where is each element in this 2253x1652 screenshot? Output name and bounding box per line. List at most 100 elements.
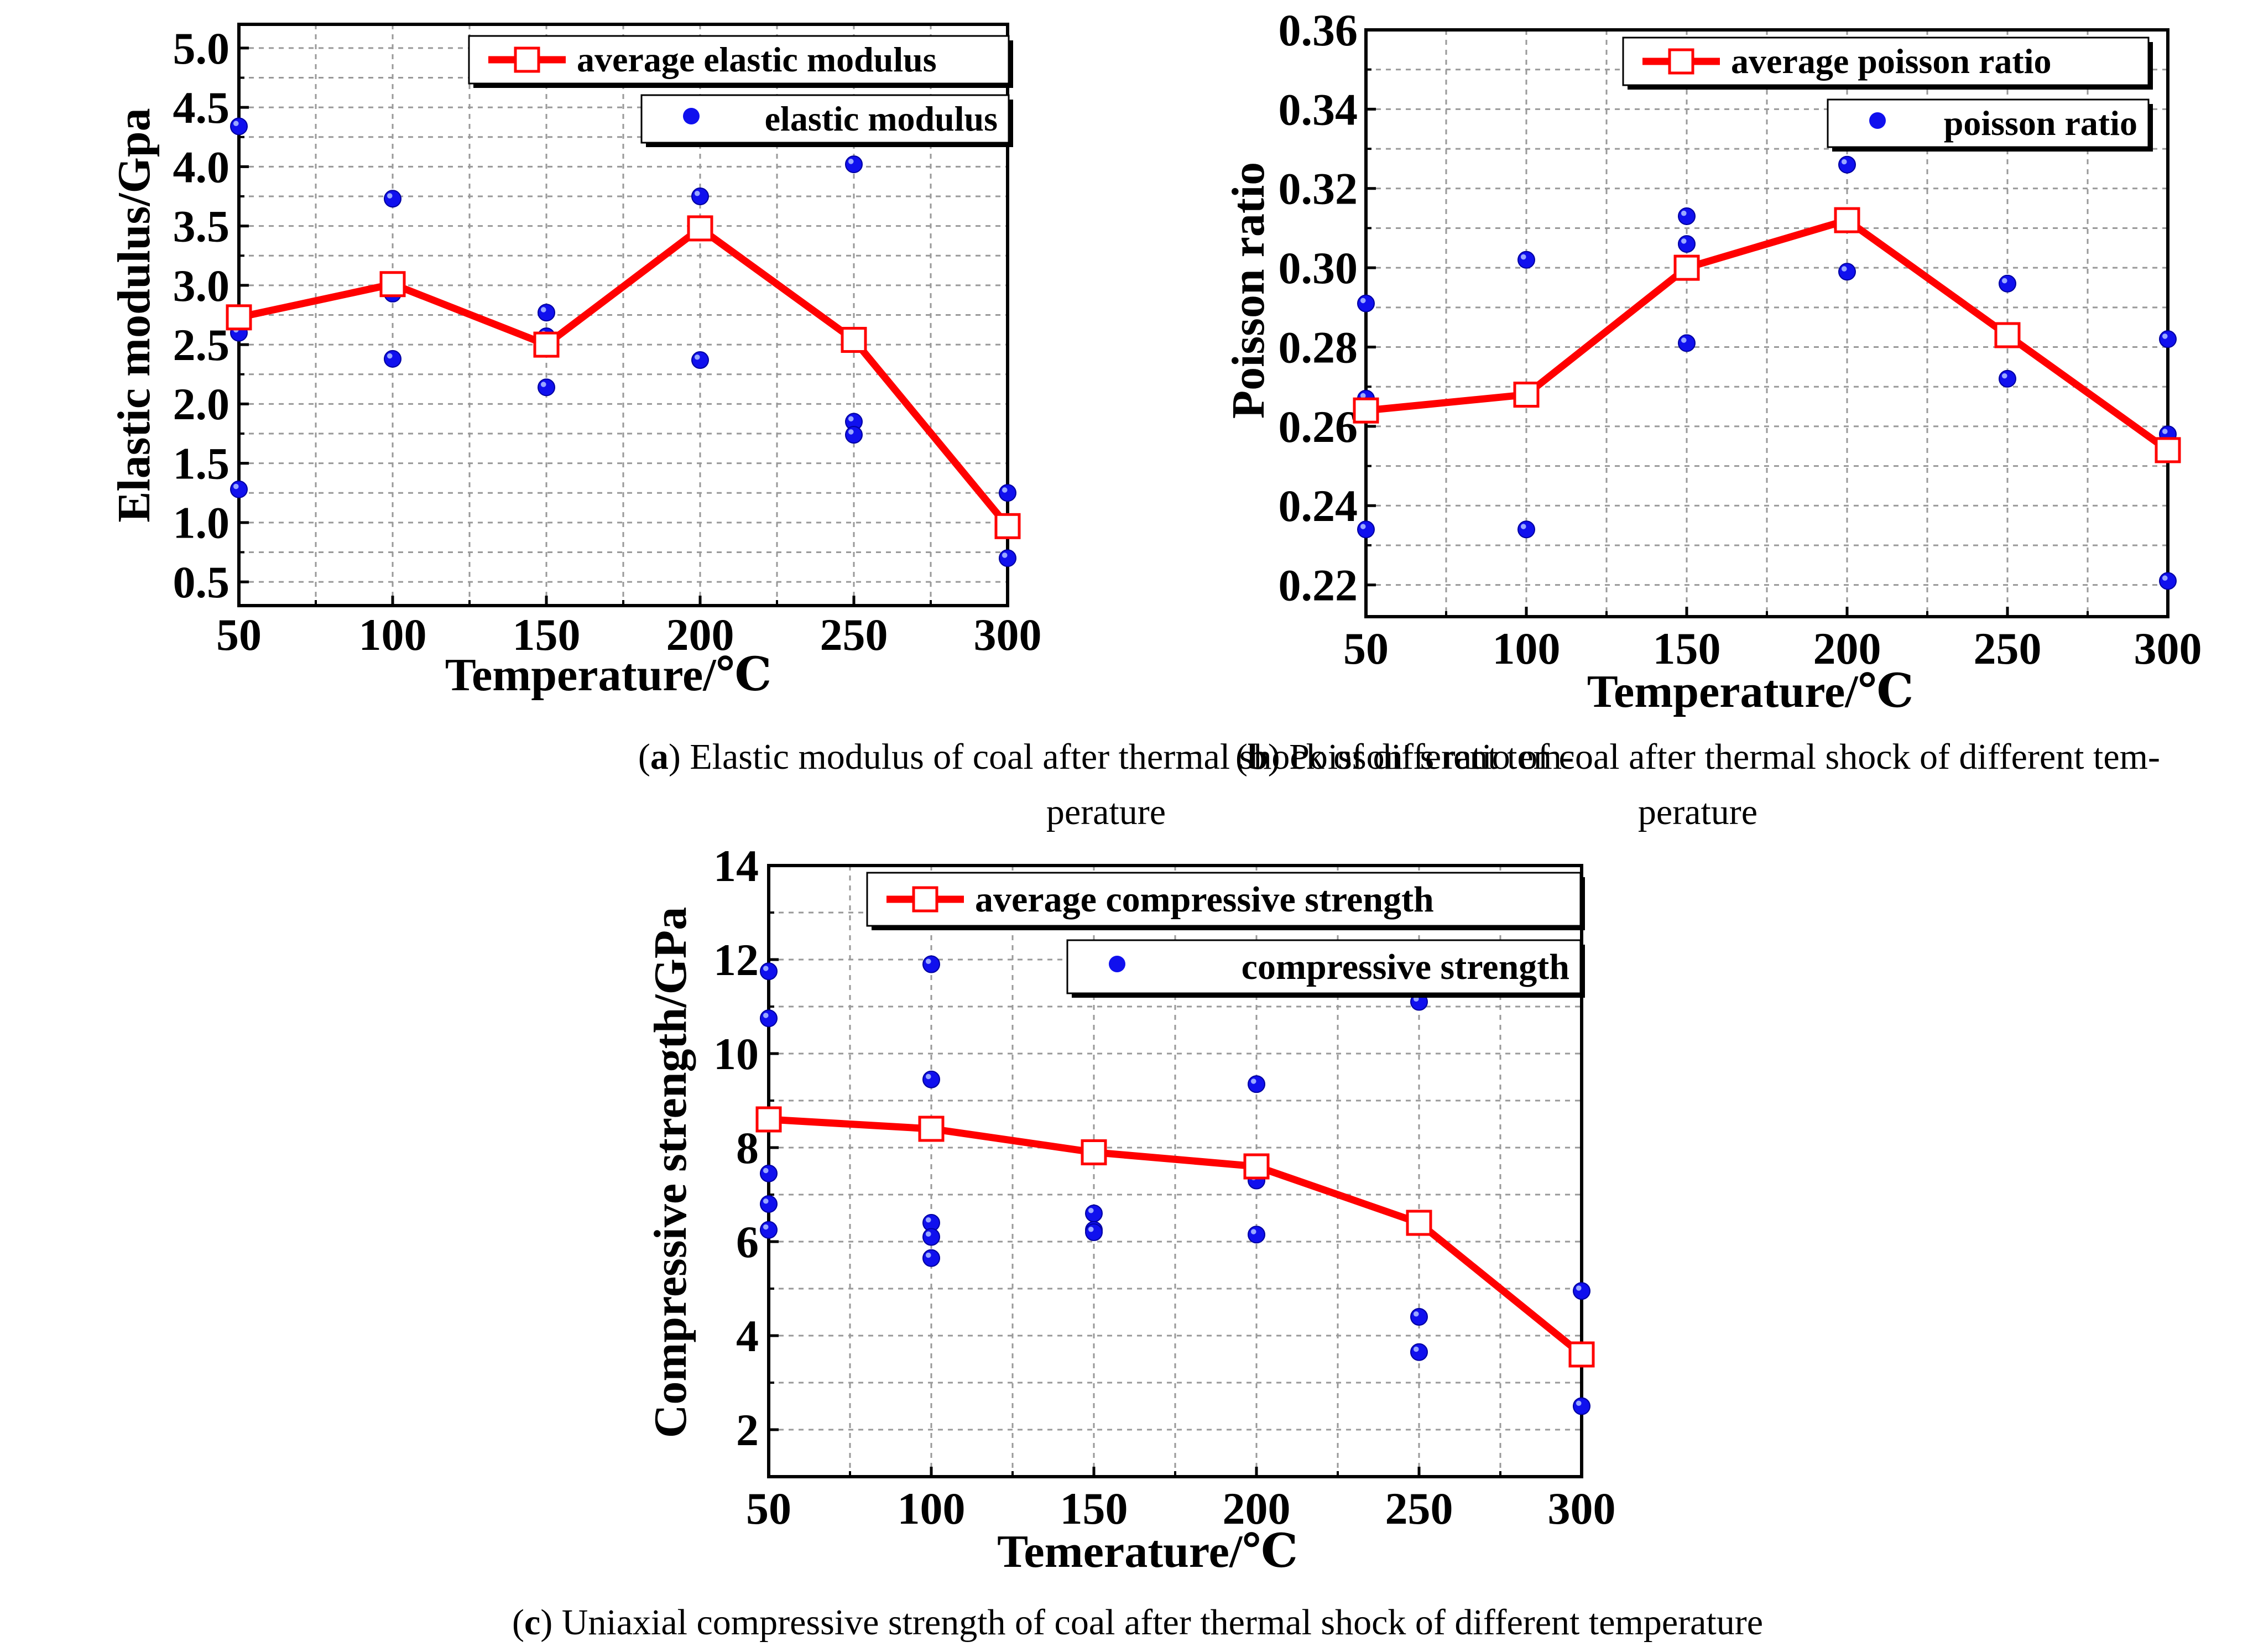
average-marker xyxy=(226,304,252,331)
legend-square-swatch xyxy=(912,886,938,913)
y-tick-label: 0.28 xyxy=(1279,322,1358,372)
scatter-point-highlight xyxy=(1681,337,1687,343)
y-tick-label: 2.5 xyxy=(173,320,230,370)
legend-square-swatch xyxy=(514,46,540,73)
scatter-point-highlight xyxy=(848,416,854,422)
legend-point-swatch xyxy=(1109,956,1125,972)
scatter-point-highlight xyxy=(925,1073,931,1080)
scatter-point xyxy=(760,962,778,981)
x-tick-label: 250 xyxy=(820,609,888,660)
x-tick-label: 300 xyxy=(2134,623,2202,674)
average-marker xyxy=(379,271,406,298)
legend-label: average compressive strength xyxy=(975,879,1434,920)
y-tick-label: 0.24 xyxy=(1279,481,1358,531)
x-tick-label: 300 xyxy=(1548,1483,1616,1534)
scatter-point xyxy=(922,1249,940,1267)
y-tick-label: 5.0 xyxy=(173,23,230,74)
y-tick-label: 0.26 xyxy=(1279,402,1358,452)
chart-panel-c: 2 4 6 8 10 12 14 50 100 150 200 250 300 Temerature/℃ C… xyxy=(512,841,1763,1643)
legend-label: poisson ratio xyxy=(1944,103,2137,143)
scatter-point-highlight xyxy=(848,429,854,435)
x-tick-label: 50 xyxy=(1343,623,1389,674)
legend-frame xyxy=(1066,939,1582,994)
scatter-point-highlight xyxy=(1520,254,1526,260)
scatter-point xyxy=(1410,1343,1428,1361)
scatter-point-highlight xyxy=(2001,278,2007,284)
scatter-point xyxy=(2159,572,2177,590)
x-tick-label: 250 xyxy=(1974,623,2042,674)
scatter-point-highlight xyxy=(387,353,393,359)
scatter-point-highlight xyxy=(1002,487,1008,493)
figure-caption-line2: perature xyxy=(1046,792,1166,832)
average-marker xyxy=(1994,322,2021,348)
legend-frame xyxy=(1622,37,2150,86)
scatter-point-highlight xyxy=(387,193,393,199)
caption-text: ) Poisson′ s ratio of coal after thermal… xyxy=(1268,737,2160,777)
scatter-point-highlight xyxy=(233,121,239,127)
scatter-point-highlight xyxy=(763,1168,769,1174)
y-tick-label: 14 xyxy=(713,841,759,891)
legend-label: compressive strength xyxy=(1242,947,1569,987)
scatter-point-highlight xyxy=(2162,333,2168,339)
x-tick-label: 100 xyxy=(359,609,427,660)
y-axis-title: Elastic modulus/Gpa xyxy=(108,108,160,522)
average-line xyxy=(768,1116,1584,1358)
scatter-point xyxy=(1999,369,2016,388)
scatter-point-highlight xyxy=(2162,429,2168,434)
scatter-point xyxy=(1357,294,1375,312)
scatter-point-highlight xyxy=(1360,298,1366,304)
scatter-point-highlight xyxy=(1250,1078,1256,1084)
caption-panel-label: c xyxy=(524,1602,540,1643)
x-tick-label: 200 xyxy=(1223,1483,1291,1534)
x-tick-label: 150 xyxy=(1653,623,1721,674)
scatter-point xyxy=(1248,1075,1265,1093)
scatter-point-highlight xyxy=(925,958,931,965)
average-marker xyxy=(1673,254,1700,281)
scatter-point-highlight xyxy=(763,966,769,971)
scatter-point xyxy=(1678,235,1696,253)
scatter-point-highlight xyxy=(925,1252,931,1258)
caption-paren: ( xyxy=(512,1602,524,1643)
scatter-point xyxy=(230,480,248,498)
scatter-point-highlight xyxy=(763,1224,769,1230)
x-tick-label: 50 xyxy=(746,1483,791,1534)
legend-point-swatch xyxy=(1869,112,1886,129)
legend-box: average compressive strength xyxy=(866,872,1585,930)
x-tick-label: 100 xyxy=(1493,623,1561,674)
scatter-point xyxy=(760,1009,778,1028)
scatter-point xyxy=(538,378,555,397)
scatter-point xyxy=(384,350,401,368)
y-tick-label: 8 xyxy=(736,1123,759,1173)
scatter-point xyxy=(1999,274,2016,293)
x-axis-title: Temperature/℃ xyxy=(445,649,772,701)
scatter-point-highlight xyxy=(540,382,546,387)
scatter-point xyxy=(538,304,555,322)
x-tick-label: 300 xyxy=(974,609,1042,660)
scatter-point-highlight xyxy=(1576,1285,1582,1291)
scatter-point xyxy=(922,1228,940,1246)
scatter-point xyxy=(1838,263,1856,281)
x-tick-label: 200 xyxy=(666,609,734,660)
figure-caption-line2: perature xyxy=(1638,792,1757,832)
scatter-point xyxy=(1085,1223,1103,1241)
scatter-point xyxy=(999,484,1016,502)
scatter-point xyxy=(1678,334,1696,352)
scatter-point xyxy=(1357,520,1375,539)
legend-label: average poisson ratio xyxy=(1731,41,2052,81)
scatter-point-highlight xyxy=(1360,393,1366,399)
scatter-point-highlight xyxy=(1520,524,1526,529)
caption-paren: ( xyxy=(638,737,650,777)
x-tick-label: 100 xyxy=(898,1483,966,1534)
caption-text: ) Uniaxial compressive strength of coal … xyxy=(540,1602,1763,1643)
legend-box: compressive strength xyxy=(1066,939,1585,998)
y-tick-label: 0.36 xyxy=(1279,5,1358,55)
average-marker xyxy=(841,327,867,353)
scatter-point xyxy=(845,155,863,174)
caption-panel-label: a xyxy=(650,737,669,777)
scatter-point-highlight xyxy=(1681,210,1687,216)
y-tick-label: 10 xyxy=(713,1029,759,1079)
average-marker xyxy=(1513,382,1540,408)
scatter-point xyxy=(999,549,1016,567)
scatter-point xyxy=(1517,251,1535,269)
scatter-point-highlight xyxy=(925,1231,931,1237)
